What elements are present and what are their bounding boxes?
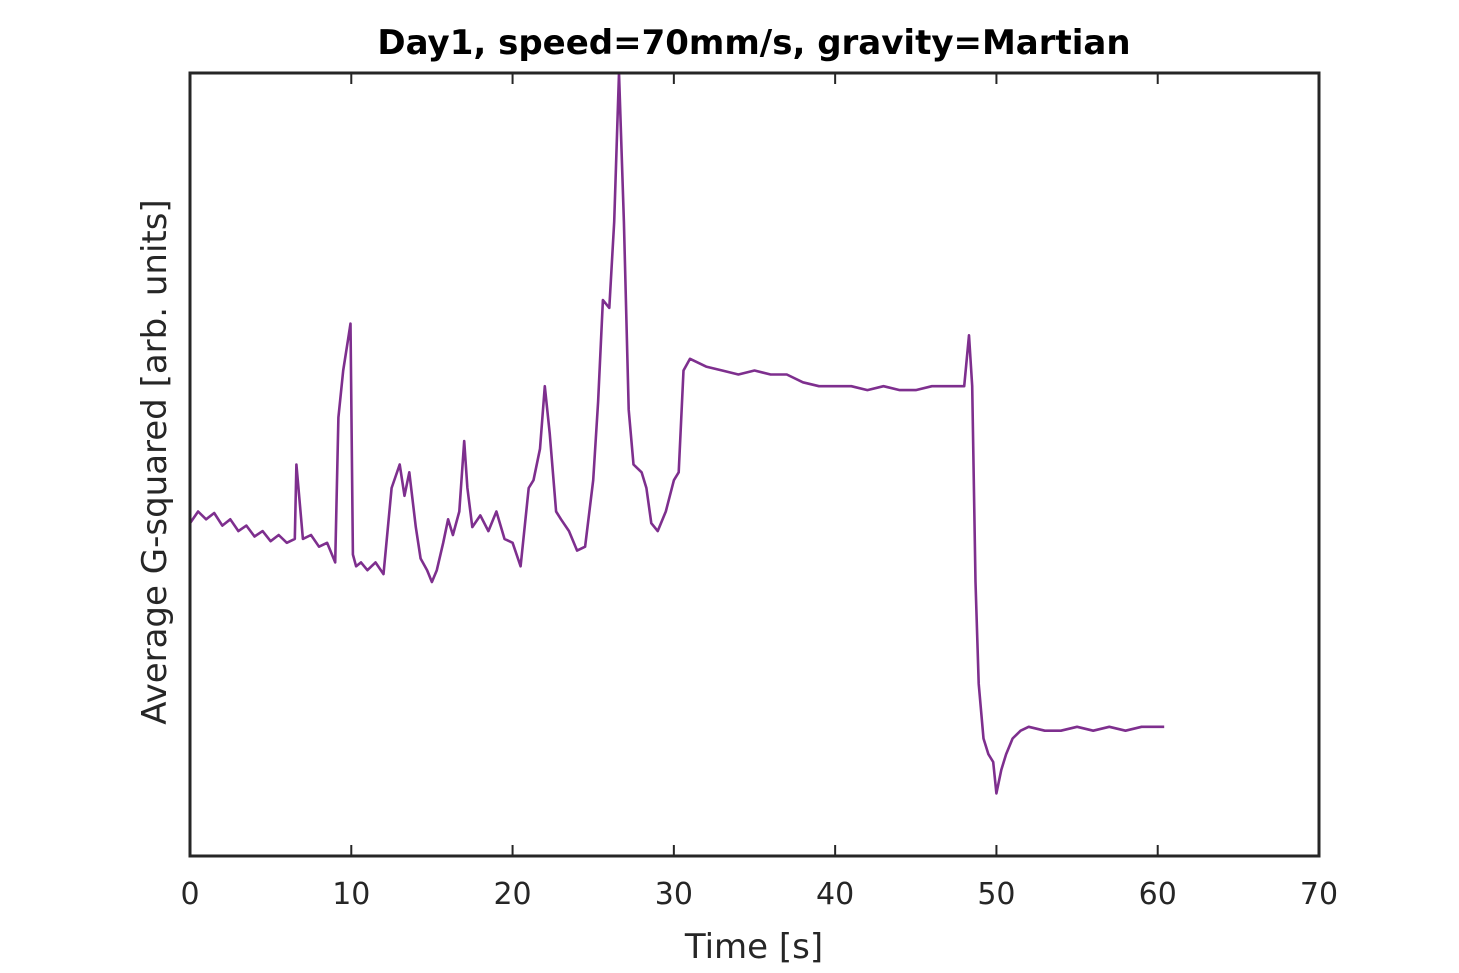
x-tick-label: 10	[332, 877, 370, 912]
x-tick-label: 40	[816, 877, 854, 912]
series-line	[188, 71, 1165, 795]
x-tick-label: 50	[977, 877, 1015, 912]
x-tick-label: 20	[493, 877, 531, 912]
x-axis-ticks: 0 10 20 30 40 50 60 70	[180, 73, 1338, 912]
y-axis-label: Average G-squared [arb. units]	[135, 199, 175, 724]
plot-area	[188, 71, 1165, 795]
x-tick-label: 60	[1139, 877, 1177, 912]
x-tick-label: 30	[655, 877, 693, 912]
chart-title: Day1, speed=70mm/s, gravity=Martian	[377, 23, 1130, 63]
axes-frame	[188, 71, 1321, 858]
x-tick-label: 0	[180, 877, 199, 912]
x-tick-label: 70	[1300, 877, 1338, 912]
x-axis-label: Time [s]	[684, 927, 823, 967]
